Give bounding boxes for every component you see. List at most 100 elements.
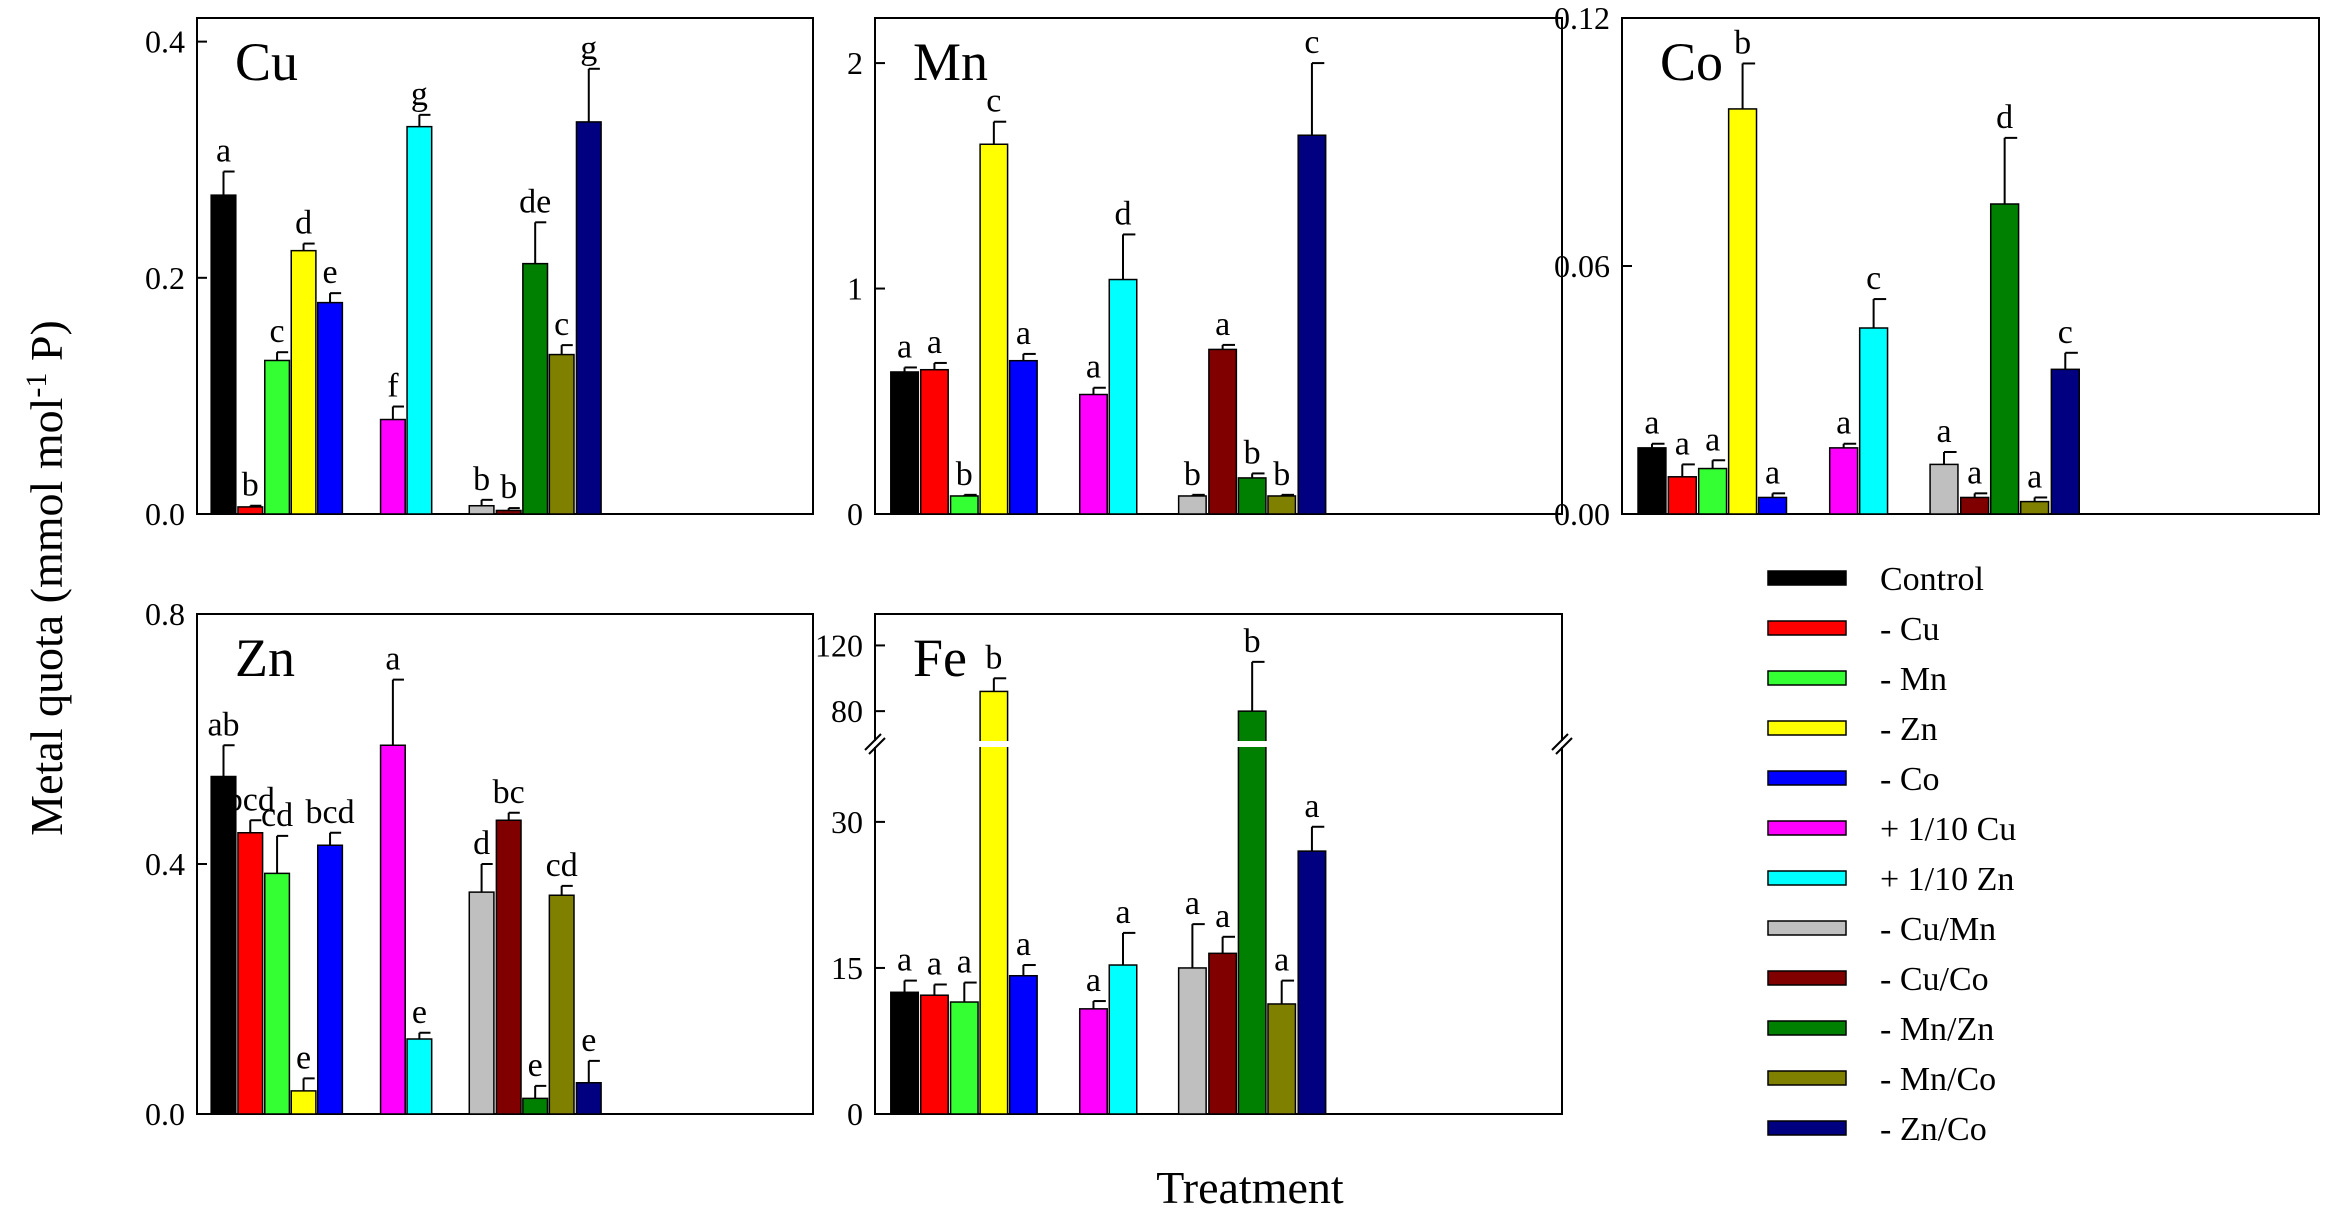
bar-group-cu: a [919,324,949,515]
significance-letter: a [1967,454,1982,491]
bar-group-mn-zn: d [1989,99,2020,515]
y-axis-label: Metal quota (mmol mol-1 P) [20,320,72,836]
bar-group-cu-mn: b [468,461,495,515]
bar [1637,447,1667,515]
bar-group-cu-co: a [1208,306,1238,515]
legend-label: - Cu [1880,611,1940,648]
axis-break-mark [868,737,886,755]
bar [1697,467,1728,515]
bar [1078,393,1108,515]
bar-group-cu-co: bc [493,774,525,1115]
significance-letter: a [216,133,231,170]
significance-letter: c [270,313,285,350]
legend-label: - Co [1880,761,1940,798]
significance-letter: a [927,324,942,361]
legend-item-cu-co: - Cu/Co [1767,961,1989,998]
legend-label: - Zn/Co [1880,1111,1987,1148]
bar [890,371,920,515]
bar [406,1038,433,1115]
significance-letter: c [2058,314,2073,351]
bar [1208,348,1238,515]
bar-group-1-10-zn: a [1108,894,1138,1115]
bar-group-1-10-cu: a [1078,962,1108,1115]
legend-label: - Mn/Co [1880,1061,1996,1098]
bar [1237,477,1267,515]
bar [1108,278,1138,515]
legend-swatch [1767,1020,1847,1036]
bar [979,690,1009,1115]
y-tick-label: 30 [831,804,863,840]
bar-group-cu: bcd [226,781,275,1115]
bar [237,506,264,515]
legend-item-cu-mn: - Cu/Mn [1767,911,1996,948]
y-axis-label-sup: -1 [20,373,53,398]
axis-break-mark [864,733,882,751]
y-tick-label: 0.12 [1554,0,1610,36]
significance-letter: a [1185,885,1200,922]
bar [290,249,317,515]
legend-item-zn: - Zn [1767,711,1938,748]
significance-letter: b [500,469,517,506]
bar-group-zn: d [290,205,317,515]
significance-letter: e [296,1039,311,1076]
significance-letter: b [985,639,1002,676]
bar [575,1082,602,1115]
y-tick-label: 0 [847,496,863,532]
significance-letter: bcd [226,781,275,818]
legend-item-mn-co: - Mn/Co [1767,1061,1996,1098]
significance-letter: b [1244,434,1261,471]
legend-swatch [1767,1120,1847,1136]
bar [949,1001,979,1115]
significance-letter: b [473,461,490,498]
legend-item-mn: - Mn [1767,661,1947,698]
legend-item-zn-co: - Zn/Co [1767,1111,1987,1148]
bar-group-1-10-cu: a [1828,405,1859,515]
significance-letter: e [412,994,427,1031]
significance-letter: b [1244,623,1261,660]
significance-letter: e [323,254,338,291]
y-tick-label: 15 [831,950,863,986]
bar [919,368,949,515]
bar [1008,974,1038,1115]
y-tick-label: 0.4 [145,846,185,882]
significance-letter: b [1273,456,1290,493]
bar-group-cu: a [919,946,949,1115]
y-tick-label: 0.06 [1554,248,1610,284]
bar-group-mn-zn: b [1237,434,1267,515]
significance-letter: a [1215,306,1230,343]
bar-group-zn-co: a [1297,788,1327,1115]
bar [1297,850,1327,1115]
bar [379,418,406,515]
significance-letter: c [1866,260,1881,297]
bar-group-1-10-cu: f [379,368,406,515]
bar-group-cu-mn: a [1177,885,1207,1115]
significance-letter: d [473,825,490,862]
bar-group-mn-co: cd [546,847,578,1115]
bar [1177,495,1207,515]
bar [2019,500,2050,515]
significance-letter: a [1304,788,1319,825]
significance-letter: a [1086,962,1101,999]
bar [1237,710,1267,1115]
significance-letter: a [385,641,400,678]
legend-item-1-10-cu: + 1/10 Cu [1767,811,2016,848]
y-tick-label: 2 [847,45,863,81]
bar [1297,134,1327,515]
panel-title: Mn [913,32,988,92]
significance-letter: a [927,946,942,983]
bar [2050,368,2080,515]
axis-break-mark [1555,737,1573,755]
bar [522,1097,549,1115]
y-tick-label: 0.2 [145,260,185,296]
bar [1828,447,1859,515]
y-tick-label: 0 [847,1096,863,1132]
bar-group-co: a [1757,454,1788,515]
bar [495,509,522,515]
bar-group-co: a [1008,315,1038,515]
significance-letter: a [1016,315,1031,352]
panel-title: Zn [235,628,295,688]
significance-letter: e [581,1022,596,1059]
